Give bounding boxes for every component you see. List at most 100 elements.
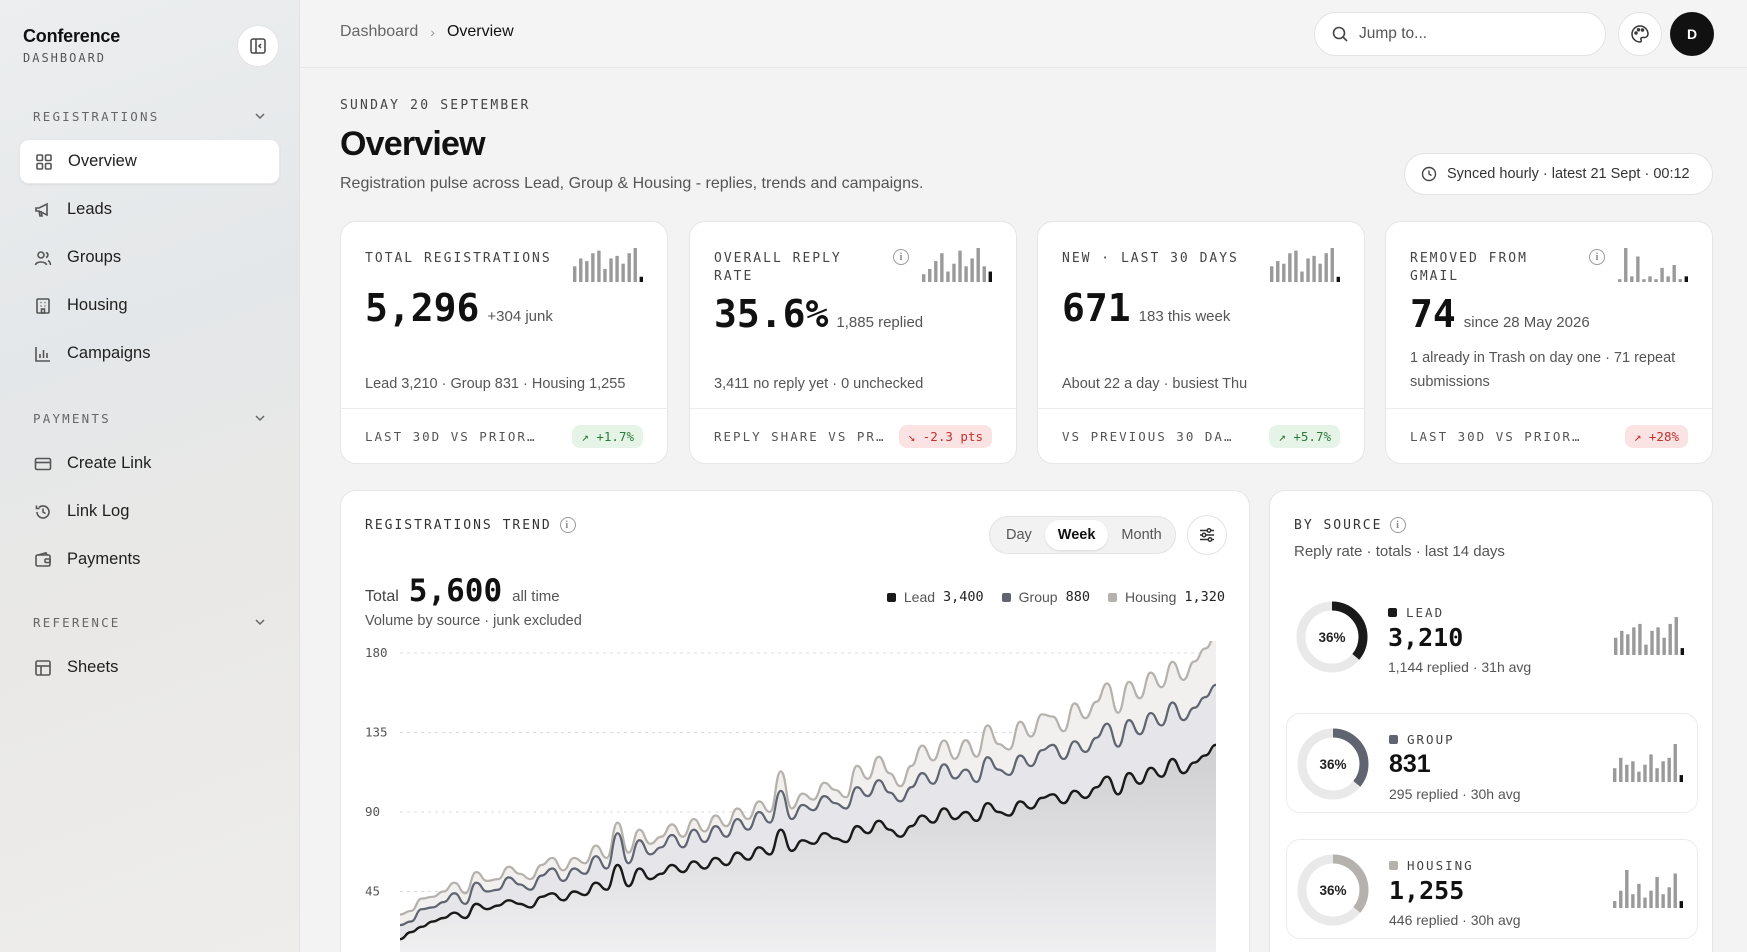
sparkline-bar: [1655, 768, 1659, 782]
chevron-down-icon: [255, 415, 265, 422]
search-box[interactable]: [1314, 12, 1606, 56]
sparkline-bar: [1330, 248, 1334, 282]
chevron-down-icon: [255, 113, 265, 120]
sidebar-item-link-log[interactable]: Link Log: [19, 489, 280, 534]
sparkline-bar: [1667, 887, 1671, 908]
sparkline-bar: [615, 255, 619, 282]
sparkline-bar: [964, 266, 968, 282]
grid-icon: [35, 153, 53, 171]
kpi-card-new-last-30-days: NEW · LAST 30 DAYS 671 183 this week Abou…: [1037, 221, 1365, 464]
nav-section-header[interactable]: REFERENCE: [19, 609, 280, 635]
sync-status-text: Synced hourly · latest 21 Sept · 00:12: [1447, 166, 1690, 182]
sidebar-item-label: Payments: [67, 550, 141, 568]
sparkline-bar: [609, 258, 613, 282]
legend-item-group[interactable]: Group 880: [1001, 589, 1090, 605]
sidebar-item-sheets[interactable]: Sheets: [19, 645, 280, 690]
info-icon[interactable]: i: [559, 517, 576, 533]
trend-badge: ↗ +5.7%: [1269, 424, 1340, 448]
chart-legend: Lead 3,400 Group 880 Housing 1,320: [869, 589, 1225, 605]
sparkline-bar: [597, 250, 601, 282]
legend-value: 880: [1065, 589, 1090, 605]
sparkline-bar: [1643, 764, 1647, 782]
sparkline-bar: [1638, 623, 1642, 655]
sparkline-bar: [1656, 627, 1660, 655]
sparkline-bar: [1294, 250, 1298, 282]
trend-badge: ↘ -2.3 pts: [898, 424, 992, 448]
sparkline-bar: [1678, 279, 1682, 282]
range-week-button[interactable]: Week: [1044, 520, 1109, 550]
sidebar-item-label: Housing: [67, 296, 128, 314]
sliders-icon: [1200, 527, 1214, 543]
sidebar-toggle-icon: [250, 38, 266, 54]
card-icon: [34, 455, 52, 473]
legend-item-housing[interactable]: Housing 1,320: [1107, 589, 1225, 605]
source-swatch: [1389, 735, 1398, 744]
kpi-sparkline: [922, 248, 992, 282]
lead-area: [400, 744, 1216, 952]
range-month-button[interactable]: Month: [1121, 527, 1162, 543]
sparkline-bar: [1637, 771, 1641, 782]
kpi-footer: REPLY SHARE VS PRI… ↘ -2.3 pts: [690, 408, 1016, 463]
kpi-value-number: 74: [1410, 292, 1456, 336]
sparkline-bar: [1613, 901, 1617, 908]
collapse-sidebar-button[interactable]: [237, 25, 279, 67]
legend-swatch: [886, 592, 896, 602]
sparkline-bar: [621, 263, 625, 282]
kpi-detail: About 22 a day · busiest Thu: [1062, 376, 1248, 392]
sparkline-bar: [1655, 876, 1659, 908]
trend-badge: ↗ +1.7%: [572, 424, 643, 448]
info-icon[interactable]: i: [893, 249, 909, 265]
kpi-detail: 1 already in Trash on day one · 71 repea…: [1410, 350, 1676, 390]
sparkline-bar: [1288, 253, 1292, 282]
nav-section-header[interactable]: PAYMENTS: [19, 405, 280, 431]
sidebar-item-groups[interactable]: Groups: [19, 235, 280, 280]
reply-rate-donut: [1297, 728, 1369, 800]
bar-chart-icon: [34, 345, 52, 363]
breadcrumb-item[interactable]: Dashboard: [340, 23, 419, 40]
source-subtitle: Reply rate · totals · last 14 days: [1294, 543, 1505, 560]
sparkline-bar: [603, 268, 607, 282]
sparkline-bar: [922, 274, 926, 282]
sidebar-item-payments[interactable]: Payments: [19, 537, 280, 582]
sparkline-bar: [958, 250, 962, 282]
sparkline-bar: [952, 263, 956, 282]
sparkline-bar: [1630, 276, 1634, 282]
total-label: Total: [365, 588, 399, 605]
sparkline-bar: [1649, 890, 1653, 908]
sparkline-bar: [1619, 757, 1623, 782]
sparkline-bar: [1679, 901, 1683, 908]
search-input[interactable]: [1359, 25, 1579, 43]
sparkline-bar: [988, 271, 992, 282]
building-icon: [34, 297, 52, 315]
source-row-housing[interactable]: 36% HOUSING 1,255 446 replied · 30h avg: [1286, 839, 1698, 939]
info-icon[interactable]: i: [1390, 517, 1407, 533]
sparkline-bar: [1618, 279, 1622, 282]
legend-item-lead[interactable]: Lead 3,400: [886, 589, 984, 605]
sidebar-item-housing[interactable]: Housing: [19, 283, 280, 328]
theme-button[interactable]: [1618, 12, 1662, 56]
kpi-footer: LAST 30D VS PRIOR 30D ↗ +28%: [1386, 408, 1712, 463]
info-icon[interactable]: i: [1589, 249, 1605, 265]
sidebar-item-overview[interactable]: Overview: [19, 139, 280, 184]
brand-subtitle: DASHBOARD: [23, 51, 107, 65]
kpi-note: +304 junk: [487, 308, 553, 325]
avatar[interactable]: D: [1670, 12, 1714, 56]
range-day-button[interactable]: Day: [1006, 527, 1032, 543]
sparkline-bar: [579, 258, 583, 282]
sidebar-item-create-link[interactable]: Create Link: [19, 441, 280, 486]
total-summary: Total 5,600 all time: [365, 573, 560, 609]
nav-section-header[interactable]: REGISTRATIONS: [19, 103, 280, 129]
sidebar-item-campaigns[interactable]: Campaigns: [19, 331, 280, 376]
sparkline-bar: [982, 266, 986, 282]
kpi-value-number: 5,296: [365, 286, 480, 330]
brand-name: Conference: [23, 26, 121, 46]
source-row-lead[interactable]: 36% LEAD 3,210 1,144 replied · 31h avg: [1286, 587, 1698, 687]
source-meta: 446 replied · 30h avg: [1389, 912, 1521, 928]
sidebar-item-leads[interactable]: Leads: [19, 187, 280, 232]
chart-settings-button[interactable]: [1187, 515, 1227, 555]
sparkline-bar: [1674, 617, 1678, 655]
sparkline-bar: [1648, 276, 1652, 282]
table-icon: [34, 659, 52, 677]
housing-line: [399, 641, 1213, 916]
source-row-group[interactable]: 36% GROUP 831 295 replied · 30h avg: [1286, 713, 1698, 813]
